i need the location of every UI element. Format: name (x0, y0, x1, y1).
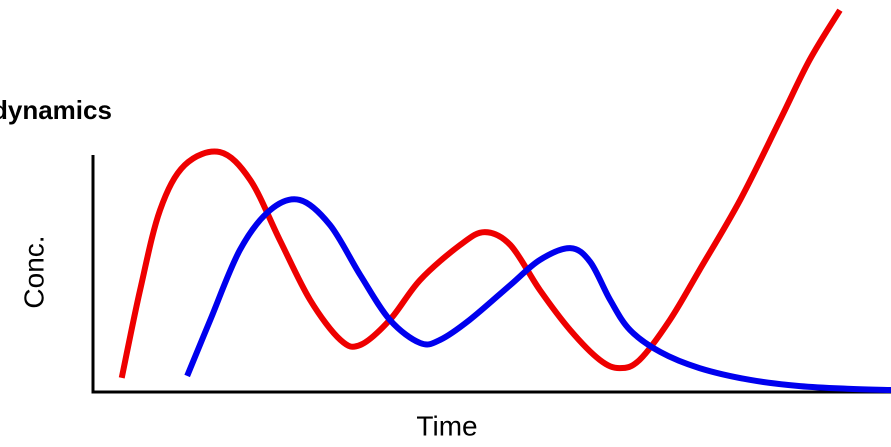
chart-title: dynamics (0, 95, 112, 125)
y-axis-label: Conc. (18, 235, 49, 308)
line (118, 8, 843, 379)
line (184, 196, 891, 394)
x-axis-label: Time (416, 410, 477, 441)
